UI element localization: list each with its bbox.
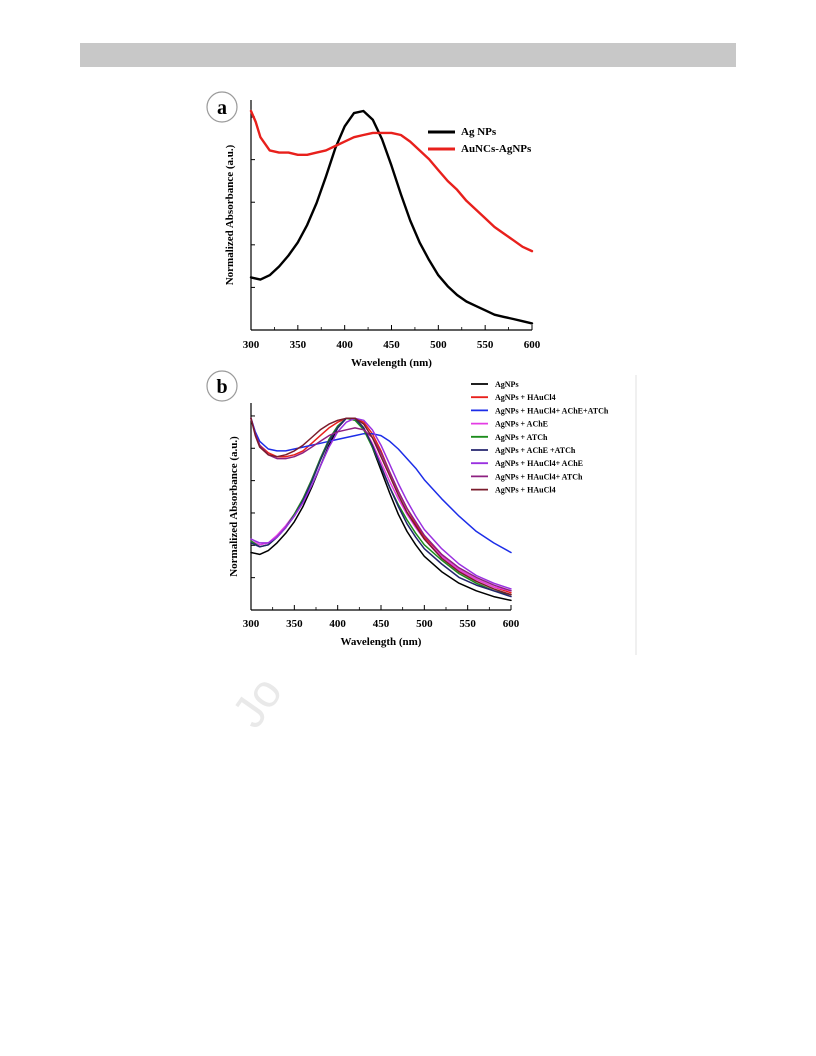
x-tick-label: 500 xyxy=(416,618,433,630)
legend-label-6: AgNPs + AChE +ATCh xyxy=(495,446,576,455)
panel-badge xyxy=(206,91,238,123)
legend-label-2: AuNCs-AgNPs xyxy=(461,143,532,155)
figure-svg: a 300 350 400 450 500 550 600 Wavelength (nm) Nor… xyxy=(206,91,637,655)
x-tick-label: 300 xyxy=(243,339,260,351)
series-line-3 xyxy=(250,417,512,554)
legend-label-7: AgNPs + HAuCl4+ AChE xyxy=(495,459,583,468)
series-line-7 xyxy=(250,417,512,590)
legend-label-2: AgNPs + HAuCl4 xyxy=(495,393,556,402)
x-tick-label: 450 xyxy=(383,339,400,351)
x-tick-label: 450 xyxy=(373,618,390,630)
x-tick-label: 600 xyxy=(524,339,541,351)
legend-label-3: AgNPs + HAuCl4+ AChE+ATCh xyxy=(495,406,609,415)
x-tick-label: 550 xyxy=(459,618,476,630)
y-axis-label: Normalized Absorbance (a.u.) xyxy=(224,144,236,285)
chart-panel-b: b 300 350 400 450 500 550 600 Wavelength (nm) Nor… xyxy=(206,370,609,648)
x-tick-label: 350 xyxy=(290,339,307,351)
chart-panel-a: a 300 350 400 450 500 550 600 Wavelength (nm) Nor… xyxy=(206,91,541,369)
x-tick-label: 400 xyxy=(336,339,353,351)
y-axis-label: Normalized Absorbance (a.u.) xyxy=(228,436,240,577)
legend-label-4: AgNPs + AChE xyxy=(495,420,548,429)
x-tick-label: 500 xyxy=(430,339,447,351)
x-tick-label: 350 xyxy=(286,618,303,630)
panel-letter: b xyxy=(216,376,227,398)
legend-label-9: AgNPs + HAuCl4 xyxy=(495,486,556,495)
legend-label-1: AgNPs xyxy=(495,380,519,389)
legend-label-8: AgNPs + HAuCl4+ ATCh xyxy=(495,472,583,481)
series-line-9 xyxy=(250,417,512,596)
x-tick-label: 600 xyxy=(503,618,520,630)
x-axis-label: Wavelength (nm) xyxy=(351,357,432,369)
legend-label-1: Ag NPs xyxy=(461,126,497,138)
legend-label-5: AgNPs + ATCh xyxy=(495,433,548,442)
header-band xyxy=(80,43,736,67)
x-axis-label: Wavelength (nm) xyxy=(341,636,422,648)
panel-letter: a xyxy=(217,97,227,119)
series-line-8 xyxy=(250,417,512,592)
series-line-1 xyxy=(249,109,534,325)
series-line-2 xyxy=(249,109,534,253)
panel-badge xyxy=(206,370,238,402)
x-tick-label: 300 xyxy=(243,618,260,630)
x-tick-label: 400 xyxy=(329,618,346,630)
x-tick-label: 550 xyxy=(477,339,494,351)
figure: a 300 350 400 450 500 550 600 Wavelength (nm) Nor… xyxy=(199,83,638,655)
